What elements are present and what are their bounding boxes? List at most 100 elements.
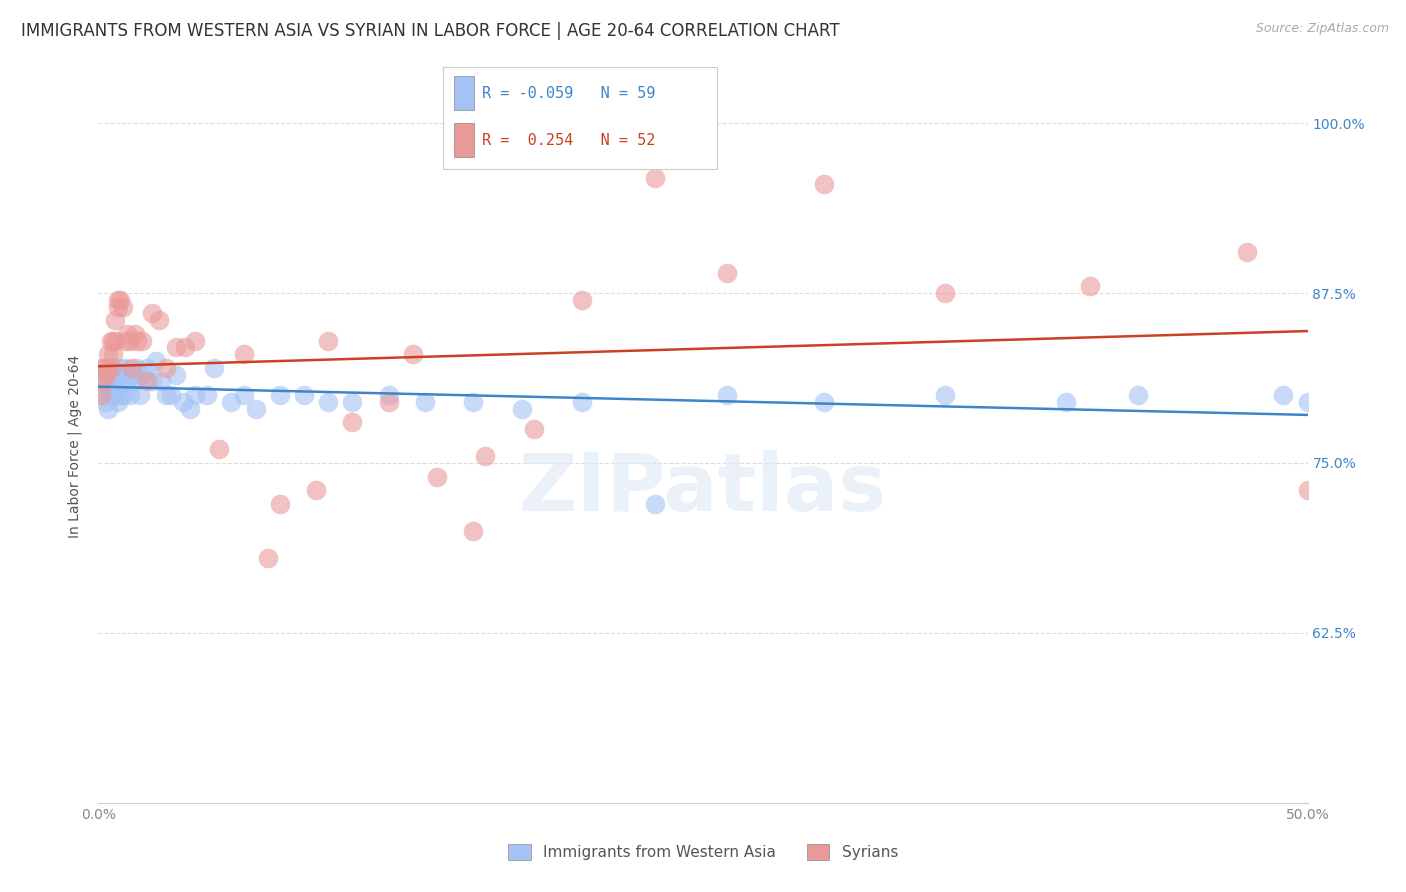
Point (510, 401, 533, 416)
Point (402, 347, 425, 361)
Point (571, 394, 593, 409)
Point (377, 394, 399, 409)
Point (813, 394, 835, 409)
Point (204, 360, 226, 375)
Point (934, 388, 956, 402)
Point (342, 415, 364, 429)
Point (934, 286, 956, 301)
Point (118, 388, 141, 402)
Point (127, 360, 149, 375)
Point (97, 401, 120, 416)
Point (813, 178, 835, 192)
Point (148, 313, 170, 327)
Point (97, 347, 120, 361)
Point (463, 394, 485, 409)
Point (1296, 394, 1319, 409)
Point (100, 388, 122, 402)
Point (463, 524, 485, 538)
Point (644, 497, 666, 511)
Point (165, 368, 187, 382)
Point (141, 306, 163, 320)
Point (101, 375, 124, 389)
Point (1078, 279, 1101, 293)
Point (195, 388, 218, 402)
Point (108, 360, 131, 375)
Point (104, 375, 127, 389)
Text: Source: ZipAtlas.com: Source: ZipAtlas.com (1256, 22, 1389, 36)
Point (91, 375, 114, 389)
Point (174, 341, 197, 355)
Point (101, 347, 124, 361)
Point (1236, 245, 1258, 260)
Point (145, 354, 167, 368)
Point (292, 388, 315, 402)
Point (97, 360, 120, 375)
Point (208, 442, 231, 457)
Point (377, 388, 399, 402)
Point (1296, 483, 1319, 498)
Text: R =  0.254   N = 52: R = 0.254 N = 52 (482, 133, 655, 148)
Point (94, 360, 117, 375)
Point (316, 394, 339, 409)
Point (269, 388, 291, 402)
Point (179, 401, 201, 416)
Point (111, 300, 134, 314)
Point (100, 368, 122, 382)
Point (141, 375, 163, 389)
Point (232, 347, 254, 361)
Point (316, 334, 339, 348)
Point (474, 449, 496, 463)
Point (1054, 394, 1077, 409)
Point (232, 388, 254, 402)
Point (160, 388, 183, 402)
Legend: Immigrants from Western Asia, Syrians: Immigrants from Western Asia, Syrians (502, 838, 904, 866)
Text: R = -0.059   N = 59: R = -0.059 N = 59 (482, 86, 655, 101)
Point (100, 360, 122, 375)
Point (342, 394, 364, 409)
Point (108, 293, 131, 307)
Point (413, 394, 436, 409)
Point (165, 341, 187, 355)
Y-axis label: In Labor Force | Age 20-64: In Labor Force | Age 20-64 (67, 354, 83, 538)
Point (91, 368, 114, 382)
Point (155, 388, 177, 402)
Point (256, 551, 278, 566)
Point (135, 360, 157, 375)
Point (91, 388, 114, 402)
Point (184, 334, 207, 348)
Point (128, 388, 150, 402)
Point (644, 170, 666, 185)
Point (523, 422, 546, 436)
Point (184, 388, 207, 402)
Point (131, 368, 153, 382)
Point (172, 394, 194, 409)
Point (117, 326, 139, 341)
Point (114, 360, 136, 375)
Point (108, 388, 131, 402)
Point (135, 375, 157, 389)
Point (117, 375, 139, 389)
Point (155, 360, 177, 375)
Point (1128, 388, 1150, 402)
Point (150, 375, 173, 389)
Point (94, 375, 117, 389)
Point (124, 375, 146, 389)
Point (107, 300, 129, 314)
Point (91, 360, 114, 375)
Point (97, 381, 120, 395)
Point (716, 266, 738, 280)
Point (104, 334, 127, 348)
Point (245, 401, 267, 416)
Point (121, 368, 143, 382)
Point (111, 375, 134, 389)
Point (305, 483, 328, 498)
Point (269, 497, 291, 511)
Point (107, 394, 129, 409)
Point (104, 388, 127, 402)
Point (114, 334, 136, 348)
Point (101, 360, 124, 375)
Point (107, 368, 129, 382)
Text: ZIPatlas: ZIPatlas (519, 450, 887, 528)
Point (131, 334, 153, 348)
Point (94, 368, 117, 382)
